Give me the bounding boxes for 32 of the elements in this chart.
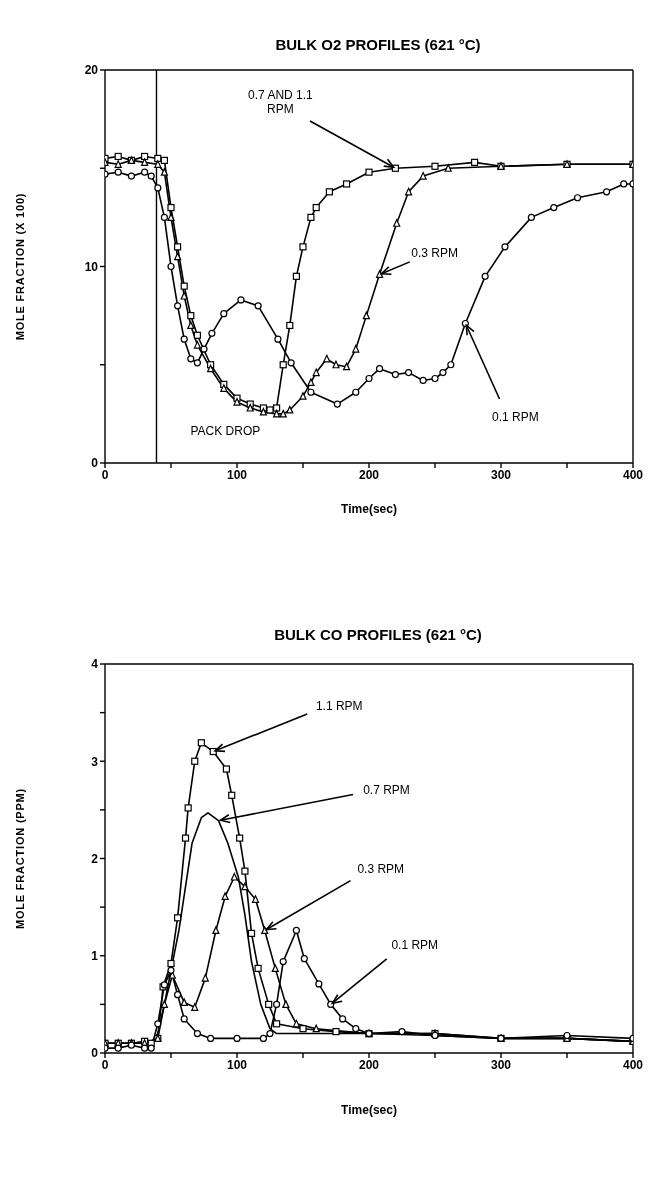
x-tick-label: 200 — [358, 1057, 380, 1072]
annotation: 1.1 RPM — [315, 698, 363, 713]
x-axis-title: Time(sec) — [341, 502, 397, 516]
y-tick-label: 20 — [84, 63, 99, 78]
x-axis-title: Time(sec) — [341, 1103, 397, 1117]
x-tick-label: 300 — [490, 467, 512, 482]
x-tick-label: 300 — [490, 1057, 512, 1072]
y-tick-label: 0 — [91, 456, 99, 471]
y-axis-title: MOLE FRACTION (X 100) — [13, 192, 26, 341]
y-axis-title: MOLE FRACTION (PPM) — [13, 787, 26, 930]
y-tick-label: 1 — [91, 949, 99, 964]
y-tick-label: 0 — [91, 1046, 99, 1061]
annotation: 0.7 RPM — [363, 782, 410, 797]
x-tick-label: 100 — [226, 467, 248, 482]
x-tick-label: 0 — [101, 1057, 109, 1072]
chart-title: BULK CO PROFILES (621 °C) — [273, 625, 483, 645]
x-tick-label: 400 — [622, 1057, 644, 1072]
annotation: 0.1 RPM — [391, 938, 439, 953]
x-tick-label: 400 — [622, 467, 644, 482]
ref-line-label: PACK DROP — [190, 424, 261, 438]
x-tick-label: 0 — [101, 467, 109, 482]
annotation: 0.1 RPM — [492, 410, 539, 425]
x-tick-label: 200 — [358, 467, 380, 482]
annotation: 0.3 RPM — [411, 246, 458, 261]
y-tick-label: 2 — [91, 851, 99, 866]
chart-title: BULK O2 PROFILES (621 °C) — [274, 35, 482, 55]
annotation: 0.3 RPM — [357, 862, 405, 877]
y-tick-label: 4 — [91, 657, 99, 672]
y-tick-label: 3 — [91, 754, 99, 769]
annotation: 0.7 AND 1.1 RPM — [248, 88, 314, 117]
x-tick-label: 100 — [226, 1057, 248, 1072]
y-tick-label: 10 — [84, 259, 99, 274]
